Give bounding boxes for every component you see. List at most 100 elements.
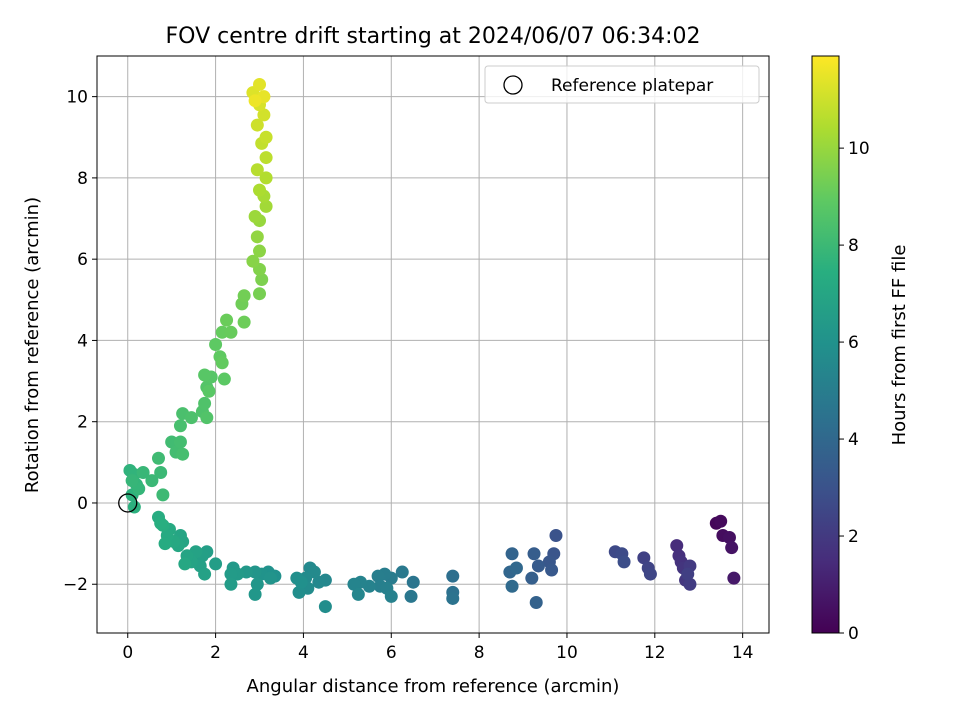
scatter-point xyxy=(643,567,657,581)
scatter-point xyxy=(224,577,238,591)
legend-entry-label: Reference platepar xyxy=(551,76,713,96)
x-tick-label: 12 xyxy=(644,643,666,663)
scatter-point xyxy=(176,447,190,461)
scatter-point xyxy=(670,539,684,553)
scatter-point xyxy=(250,118,264,132)
y-tick-label: 10 xyxy=(66,88,88,108)
x-axis-ticks: 0 2 4 6 8 10 12 14 xyxy=(122,633,753,663)
reference-marker-layer xyxy=(118,493,138,513)
colorbar-gradient xyxy=(811,55,840,634)
scatter-point xyxy=(259,171,273,185)
colorbar-tick-label: 4 xyxy=(848,430,859,450)
scatter-point xyxy=(198,567,212,581)
colorbar: 0 2 4 6 8 10 Hours from first FF file xyxy=(811,55,910,644)
scatter-point xyxy=(151,451,165,465)
scatter-point xyxy=(253,287,267,301)
x-axis-label: Angular distance from reference (arcmin) xyxy=(247,676,620,697)
scatter-point xyxy=(294,575,308,589)
scatter-point xyxy=(184,411,198,425)
scatter-point xyxy=(125,474,139,488)
scatter-point xyxy=(250,163,264,177)
scatter-point xyxy=(224,325,238,339)
scatter-point xyxy=(224,567,238,581)
colorbar-tick-label: 8 xyxy=(848,236,859,256)
scatter-point xyxy=(637,551,651,565)
scatter-point xyxy=(154,465,168,479)
colorbar-tick-label: 10 xyxy=(848,139,870,159)
scatter-point xyxy=(505,547,519,561)
scatter-point xyxy=(527,547,541,561)
scatter-point xyxy=(312,575,326,589)
scatter-point xyxy=(725,541,739,555)
scatter-point xyxy=(198,368,212,382)
scatter-point xyxy=(351,587,365,601)
scatter-point xyxy=(714,514,728,528)
scatter-point xyxy=(384,589,398,603)
scatter-point xyxy=(220,313,234,327)
plot-frame xyxy=(96,55,770,634)
y-tick-label: 2 xyxy=(77,413,88,433)
y-axis-label: Rotation from reference (arcmin) xyxy=(22,197,43,493)
colorbar-label: Hours from first FF file xyxy=(889,245,910,446)
scatter-point xyxy=(681,567,695,581)
scatter-point xyxy=(248,587,262,601)
scatter-point xyxy=(318,600,332,614)
x-tick-label: 0 xyxy=(122,643,133,663)
scatter-point xyxy=(722,531,736,545)
scatter-point xyxy=(178,557,192,571)
scatter-point xyxy=(173,419,187,433)
scatter-point xyxy=(250,230,264,244)
x-tick-label: 4 xyxy=(298,643,309,663)
scatter-point xyxy=(509,561,523,575)
scatter-point xyxy=(617,555,631,569)
scatter-point xyxy=(347,577,361,591)
scatter-point xyxy=(259,130,273,144)
scatter-point xyxy=(209,338,223,351)
colorbar-tick-label: 2 xyxy=(848,527,859,547)
legend: Reference platepar xyxy=(484,65,760,104)
scatter-point xyxy=(531,559,545,573)
scatter-point xyxy=(250,577,264,591)
scatter-point xyxy=(209,557,223,571)
scatter-point xyxy=(406,575,420,589)
scatter-point xyxy=(200,411,214,425)
scatter-point xyxy=(446,569,460,583)
scatter-point xyxy=(237,315,251,329)
x-tick-label: 14 xyxy=(732,643,754,663)
chart-title: FOV centre drift starting at 2024/06/07 … xyxy=(166,24,701,49)
scatter-point xyxy=(156,488,170,502)
scatter-point xyxy=(145,474,159,488)
legend-reference-marker xyxy=(503,75,523,95)
y-axis-ticks: −2 0 2 4 6 8 10 xyxy=(63,88,97,595)
x-tick-label: 10 xyxy=(556,643,578,663)
scatter-point xyxy=(253,77,267,91)
y-tick-label: 8 xyxy=(77,169,88,189)
x-tick-label: 2 xyxy=(210,643,221,663)
scatter-point xyxy=(549,528,563,542)
scatter-point xyxy=(158,537,172,551)
scatter-point xyxy=(446,591,460,605)
scatter-point xyxy=(202,384,216,398)
scatter-point xyxy=(263,571,277,585)
scatter-point xyxy=(136,465,150,479)
scatter-point xyxy=(371,569,385,583)
colorbar-tick-label: 0 xyxy=(848,624,859,644)
scatter-point xyxy=(246,254,260,268)
scatter-point xyxy=(248,94,262,108)
y-tick-label: 6 xyxy=(77,250,88,270)
scatter-point xyxy=(259,199,273,213)
scatter-point xyxy=(525,571,539,585)
scatter-point xyxy=(237,289,251,303)
scatter-point xyxy=(505,579,519,593)
scatter-point xyxy=(198,396,212,410)
colorbar-ticks: 0 2 4 6 8 10 xyxy=(839,139,870,644)
scatter-point xyxy=(683,577,697,591)
legend-box xyxy=(484,65,760,104)
y-tick-label: 0 xyxy=(77,494,88,514)
scatter-point xyxy=(253,183,267,197)
scatter-point xyxy=(255,272,269,286)
scatter-point xyxy=(127,500,141,514)
scatter-point xyxy=(259,151,273,165)
y-tick-label: 4 xyxy=(77,331,88,351)
